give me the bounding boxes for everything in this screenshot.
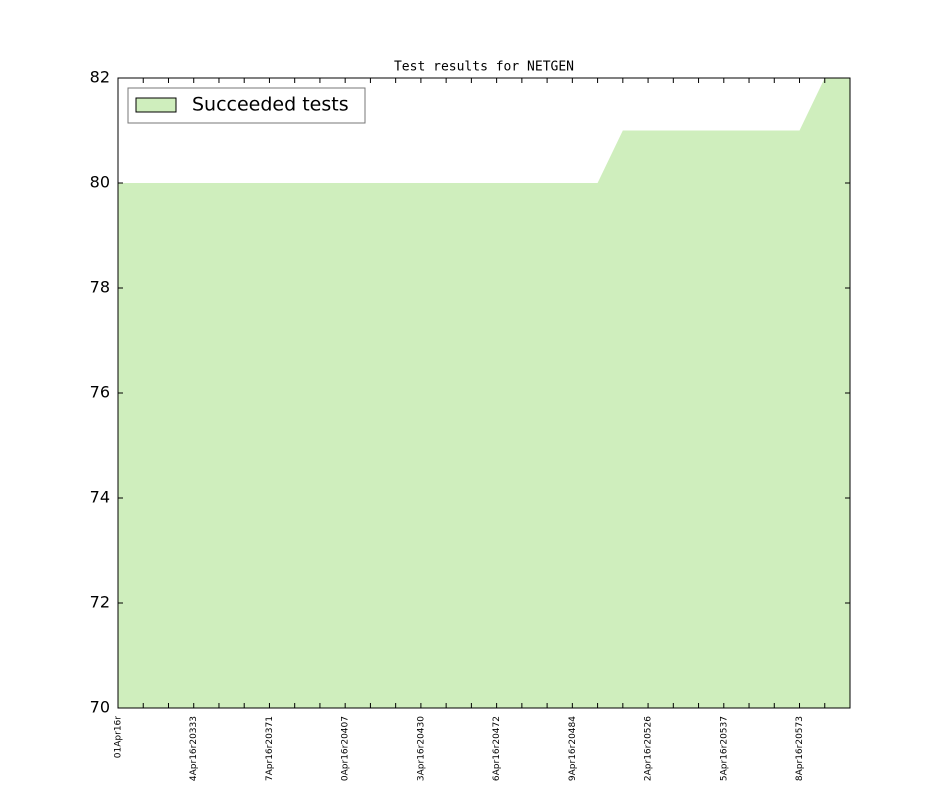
y-tick-label: 74 <box>90 488 110 507</box>
y-tick-label: 80 <box>90 173 110 192</box>
x-tick-label: 7Apr16r20371 <box>265 716 275 781</box>
legend-label: Succeeded tests <box>192 94 349 116</box>
chart-title: Test results for NETGEN <box>394 60 574 75</box>
x-tick-label: 6Apr16r20472 <box>492 716 502 781</box>
x-tick-label: 0Apr16r20407 <box>341 716 351 781</box>
x-tick-label: 8Apr16r20573 <box>795 716 805 781</box>
y-tick-label: 82 <box>90 68 110 87</box>
y-tick-label: 76 <box>90 383 110 402</box>
x-tick-label: 2Apr16r20526 <box>644 716 654 781</box>
legend-swatch <box>135 97 177 113</box>
y-tick-label: 70 <box>90 698 110 717</box>
x-tick-label: 9Apr16r20484 <box>568 716 578 781</box>
area <box>118 78 850 708</box>
x-tick-label: 01Apr16r <box>114 716 124 758</box>
x-tick-label: 3Apr16r20430 <box>416 716 426 781</box>
y-tick-label: 78 <box>90 278 110 297</box>
x-tick-label: 5Apr16r20537 <box>719 716 729 781</box>
y-tick-label: 72 <box>90 593 110 612</box>
legend: Succeeded tests <box>127 87 366 124</box>
x-tick-label: 4Apr16r20333 <box>189 716 199 781</box>
